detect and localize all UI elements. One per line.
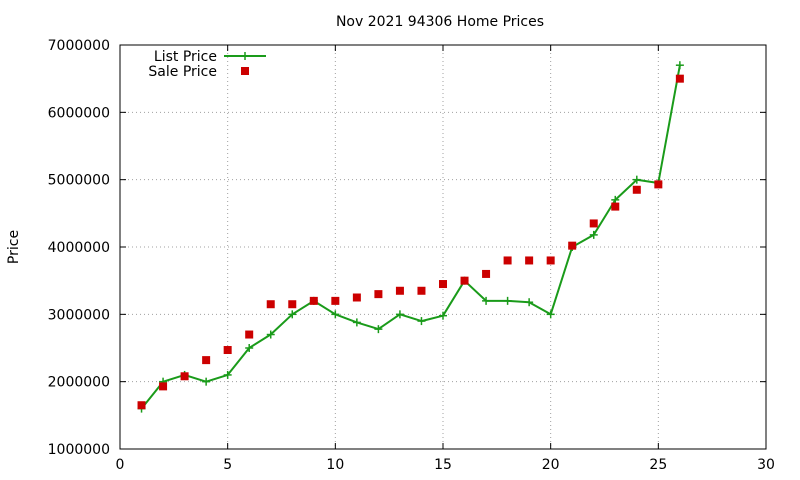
sale-price-point: [525, 256, 534, 265]
list-price-line: [140, 65, 681, 410]
x-tick-label: 10: [326, 457, 344, 473]
list-price-point: [482, 296, 491, 305]
sale-price-point: [654, 180, 663, 189]
sale-price-point: [309, 296, 318, 305]
list-price-point: [417, 317, 426, 326]
list-price-point: [288, 310, 297, 319]
sale-price-point: [266, 300, 275, 309]
sale-price-point: [180, 372, 189, 381]
list-price-point: [675, 61, 684, 70]
list-price-point: [589, 230, 598, 239]
sale-price-point: [395, 286, 404, 295]
sale-price-point: [137, 401, 146, 410]
y-tick-label: 1000000: [48, 442, 110, 458]
list-price-point: [546, 310, 555, 319]
y-axis-label: Price: [6, 230, 22, 264]
x-tick-label: 0: [116, 457, 125, 473]
list-price-point: [395, 310, 404, 319]
y-tick-label: 3000000: [48, 307, 110, 323]
x-tick-label: 20: [542, 457, 560, 473]
data-series: [137, 61, 684, 413]
sale-price-point: [568, 241, 577, 250]
sale-price-point: [352, 293, 361, 302]
sale-price-point: [417, 286, 426, 295]
sale-price-point: [202, 356, 211, 365]
legend-label-list-price: List Price: [154, 49, 217, 65]
sale-price-point: [439, 280, 447, 289]
sale-price-point: [374, 290, 383, 299]
x-tick-label: 30: [757, 457, 775, 473]
list-price-point: [611, 195, 620, 204]
y-tick-label: 6000000: [48, 105, 110, 121]
sale-price-point: [482, 269, 491, 278]
sale-price-point: [589, 219, 598, 228]
sale-price-point: [331, 296, 340, 305]
y-tick-label: 2000000: [48, 375, 110, 391]
list-price-point: [439, 311, 447, 320]
list-price-point: [223, 370, 232, 379]
sale-price-point: [288, 300, 297, 309]
sale-price-point: [611, 202, 620, 211]
x-tick-label: 5: [223, 457, 232, 473]
list-price-point: [331, 310, 340, 319]
legend: List Price Sale Price: [148, 49, 266, 80]
list-price-point: [503, 296, 512, 305]
list-price-point: [202, 377, 211, 386]
sale-price-point: [159, 382, 168, 391]
sale-price-point: [675, 74, 684, 83]
sale-price-point: [546, 256, 555, 265]
sale-price-point: [503, 256, 512, 265]
y-tick-label: 4000000: [48, 240, 110, 256]
legend-plus-marker: [241, 52, 249, 60]
x-tick-label: 15: [434, 457, 452, 473]
list-price-point: [352, 318, 361, 327]
legend-label-sale-price: Sale Price: [148, 64, 217, 80]
grid-lines: [120, 45, 766, 449]
list-price-point: [525, 298, 534, 307]
y-tick-label: 7000000: [48, 38, 110, 54]
list-price-point: [245, 344, 254, 352]
legend-marker-list-price: [241, 52, 249, 60]
x-tick-label: 25: [649, 457, 667, 473]
list-price-point: [266, 330, 275, 339]
sale-price-point: [245, 330, 254, 339]
list-price-point: [632, 175, 641, 184]
y-tick-label: 5000000: [48, 173, 110, 189]
sale-price-point: [632, 185, 641, 194]
sale-price-point: [460, 276, 469, 285]
list-price-point: [374, 325, 383, 334]
legend-swatch-sale-price: [241, 67, 249, 75]
chart-title: Nov 2021 94306 Home Prices: [336, 14, 544, 30]
sale-price-point: [223, 346, 232, 355]
axis-ticks: 1000000 2000000 3000000 4000000 5000000 60000…: [48, 38, 775, 473]
